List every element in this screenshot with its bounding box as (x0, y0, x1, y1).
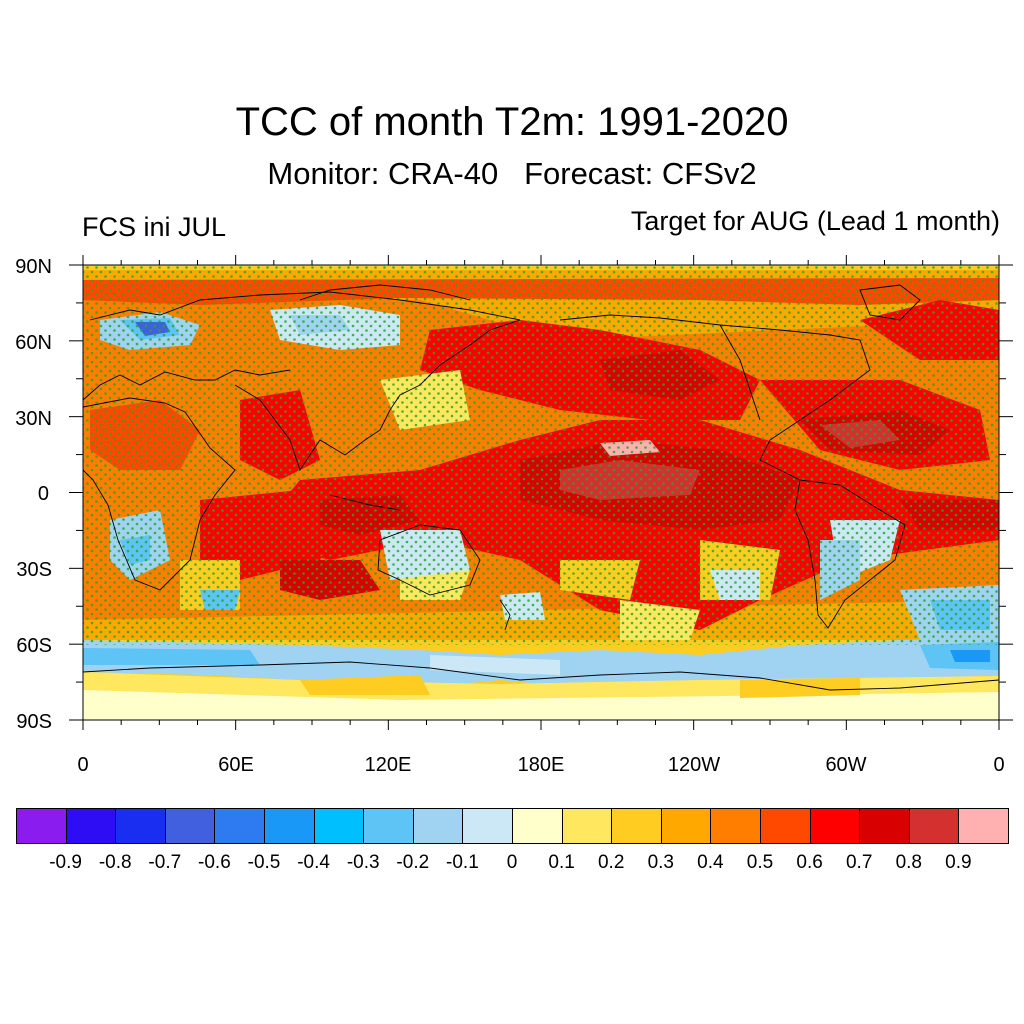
lon-tick-label: 60E (218, 754, 254, 776)
colorbar-swatch (859, 808, 910, 844)
colorbar-swatch (363, 808, 414, 844)
colorbar-swatch (264, 808, 315, 844)
init-label: FCS ini JUL (82, 212, 227, 242)
colorbar-swatch (760, 808, 811, 844)
colorbar-swatch (809, 808, 861, 844)
colorbar-swatch (512, 808, 563, 844)
lon-tick-label: 0 (993, 754, 1004, 776)
colorbar-label: -0.8 (98, 852, 132, 873)
colorbar-label: 0.2 (597, 852, 625, 873)
lat-tick-label: 60N (15, 332, 52, 354)
colorbar-swatch (462, 808, 513, 844)
lat-axis: 90N 60N 30N 0 30S 60S 90S (15, 256, 52, 733)
colorbar-label: -0.5 (247, 852, 281, 873)
lat-tick-label: 60S (16, 635, 52, 657)
colorbar-swatch (65, 808, 117, 844)
colorbar-label: 0 (506, 852, 518, 873)
colorbar-label: -0.6 (198, 852, 231, 873)
colorbar-label: -0.4 (297, 852, 330, 873)
colorbar-swatch (561, 808, 613, 844)
colorbar (16, 808, 1009, 844)
map-field (83, 265, 999, 720)
colorbar-label: 0.9 (945, 852, 972, 873)
lon-tick-label: 180E (518, 754, 565, 776)
lat-tick-label: 90S (16, 711, 52, 733)
map-title: TCC of month T2m: 1991-2020 (235, 100, 789, 144)
map-subtitle: Monitor: CRA-40 Forecast: CFSv2 (267, 156, 757, 191)
target-label: Target for AUG (Lead 1 month) (630, 206, 1000, 236)
colorbar-swatch (958, 808, 1009, 844)
colorbar-swatch (115, 808, 166, 844)
colorbar-label: 0.1 (548, 852, 575, 873)
lat-tick-label: 30S (16, 559, 52, 581)
colorbar-swatch (908, 808, 960, 844)
colorbar-label: 0.6 (796, 852, 823, 873)
correlation-map: 90N 60N 30N 0 30S 60S 90S 0 60E 120E 180… (15, 255, 1013, 776)
colorbar-labels: -0.9 -0.8 -0.7 -0.6 -0.5 -0.4 -0.3 -0.2 -0.1 0 0.1… (0, 852, 1024, 876)
colorbar-swatch (412, 808, 464, 844)
colorbar-label: 0.4 (697, 852, 724, 873)
axis-ticks (69, 255, 1013, 730)
colorbar-label: -0.2 (396, 852, 430, 873)
colorbar-label: -0.7 (148, 852, 182, 873)
lon-tick-label: 0 (77, 754, 88, 776)
colorbar-swatch (16, 808, 67, 844)
colorbar-swatch (611, 808, 662, 844)
lon-tick-label: 60W (825, 754, 866, 776)
colorbar-label: 0.5 (746, 852, 774, 873)
colorbar-label: 0.7 (845, 852, 873, 873)
colorbar-swatch (164, 808, 216, 844)
colorbar-label: 0.3 (647, 852, 675, 873)
colorbar-swatch (710, 808, 761, 844)
lon-tick-label: 120E (365, 754, 412, 776)
lat-tick-label: 90N (15, 256, 52, 278)
lat-tick-label: 0 (38, 483, 49, 505)
colorbar-swatch (313, 808, 365, 844)
colorbar-label: -0.9 (49, 852, 82, 873)
colorbar-label: -0.1 (446, 852, 479, 873)
colorbar-swatch (660, 808, 712, 844)
lat-tick-label: 30N (15, 408, 52, 430)
lon-tick-label: 120W (668, 754, 720, 776)
colorbar-label: -0.3 (346, 852, 380, 873)
colorbar-swatch (214, 808, 265, 844)
lon-axis: 0 60E 120E 180E 120W 60W 0 (77, 754, 1004, 776)
colorbar-label: 0.8 (895, 852, 923, 873)
coastlines (83, 284, 999, 691)
